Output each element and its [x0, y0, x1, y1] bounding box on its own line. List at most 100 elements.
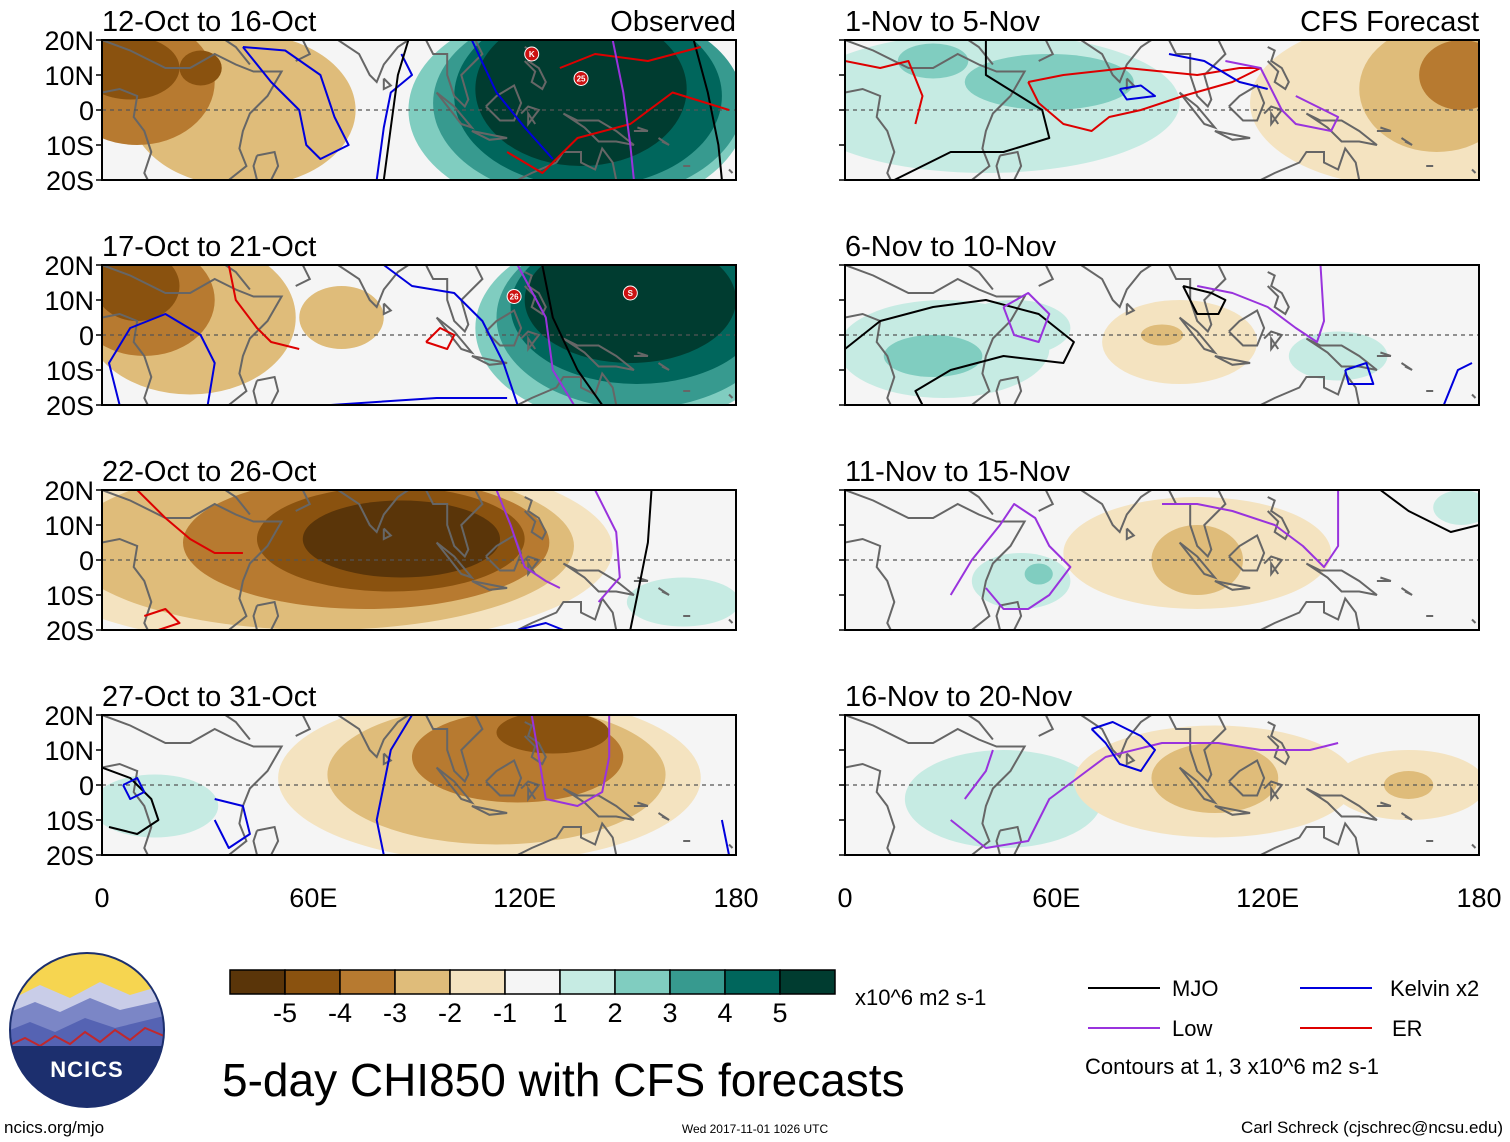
kel-contour — [1090, 721, 1156, 772]
kel-contour — [213, 798, 251, 849]
coastline — [1228, 534, 1266, 572]
coastline — [337, 490, 409, 534]
coastline — [102, 490, 284, 630]
coastline — [224, 40, 251, 66]
coastline — [1228, 84, 1266, 122]
panel-period-title: 1-Nov to 5-Nov — [845, 6, 1041, 38]
cyclone-marker: K — [524, 46, 540, 62]
coastline — [252, 600, 280, 630]
colorbar-swatch — [394, 969, 451, 995]
x-tick-label: 120E — [493, 883, 556, 913]
x-tick-label: 0 — [94, 883, 109, 913]
y-tick-label: 20N — [44, 701, 94, 731]
colorbar-swatch — [559, 969, 616, 995]
coastline — [515, 821, 618, 855]
coastline — [515, 596, 618, 630]
colorbar-swatch — [284, 969, 341, 995]
coastlines — [102, 40, 734, 180]
coastline — [435, 766, 475, 805]
low-contour — [949, 503, 1072, 610]
mjo-contour — [1379, 490, 1479, 533]
er-contour — [559, 46, 702, 69]
coastline — [1376, 351, 1392, 357]
coastline — [1258, 821, 1361, 855]
coastline — [295, 265, 312, 287]
coastline — [845, 265, 1027, 405]
colorbar-swatch — [504, 969, 561, 995]
colorbar-swatch — [669, 969, 726, 995]
coastline — [1178, 766, 1218, 805]
coastline — [471, 805, 508, 816]
colorbar-label: -2 — [438, 998, 462, 1028]
colorbar-swatch — [779, 969, 836, 995]
coastline — [224, 490, 251, 516]
coastline — [102, 40, 284, 180]
anomaly-blob — [524, 265, 736, 363]
coastline — [1305, 562, 1378, 596]
low-contour — [1225, 60, 1340, 132]
legend-low-label: Low — [1172, 1016, 1212, 1041]
coastlines — [845, 490, 1477, 630]
colorbar-swatch — [724, 969, 781, 995]
y-tick-label: 0 — [79, 771, 94, 801]
coastline — [102, 762, 153, 855]
coastline — [728, 168, 734, 174]
panel-period-title: 17-Oct to 21-Oct — [102, 231, 316, 263]
coastline — [845, 537, 896, 630]
coastline — [1228, 309, 1266, 347]
y-tick-label: 10N — [44, 736, 94, 766]
coastline — [520, 555, 541, 577]
coastline — [562, 337, 635, 371]
legend-er-label: ER — [1392, 1016, 1423, 1041]
coastline — [845, 715, 1027, 855]
coastline — [1376, 801, 1392, 807]
anomaly-blob — [102, 774, 219, 838]
coastlines — [845, 265, 1477, 405]
anomaly-blob — [897, 43, 969, 79]
mjo-contour — [893, 40, 1051, 180]
footer-url[interactable]: ncics.org/mjo — [4, 1118, 104, 1137]
anomaly-blob — [957, 300, 1071, 356]
er-contour — [136, 490, 243, 554]
coastline — [1125, 302, 1136, 316]
panel-period-title: 16-Nov to 20-Nov — [845, 681, 1073, 713]
coastline — [1168, 265, 1227, 334]
coastline — [1376, 126, 1392, 132]
coastline — [1266, 496, 1290, 541]
legend-kelvin-label: Kelvin x2 — [1390, 976, 1479, 1001]
units-label: x10^6 m2 s-1 — [855, 985, 986, 1010]
low-contour — [611, 40, 635, 180]
coastline — [102, 715, 284, 855]
colorbar-label: -5 — [273, 998, 297, 1028]
footer-author: Carl Schreck (cjschrec@ncsu.edu) — [1241, 1118, 1503, 1137]
coastline — [102, 537, 153, 630]
coastline — [1214, 130, 1251, 141]
y-tick-label: 20S — [46, 391, 94, 421]
low-contour — [530, 715, 611, 807]
coastline — [337, 265, 409, 309]
anomaly-blob — [102, 40, 180, 100]
coastlines — [845, 715, 1477, 855]
colorbar-swatch — [229, 969, 286, 995]
low-contour — [950, 742, 1339, 849]
coastline — [1263, 330, 1284, 352]
wave-contours — [845, 265, 1473, 405]
coastline — [995, 600, 1023, 630]
coastline — [295, 40, 312, 62]
y-tick-label: 20S — [46, 841, 94, 871]
coastline — [1214, 355, 1251, 366]
coastline — [657, 362, 670, 371]
coastline — [1376, 576, 1392, 582]
coastline — [1080, 715, 1152, 759]
coastline — [1305, 337, 1378, 371]
coastline — [523, 496, 547, 541]
x-tick-label: 0 — [837, 883, 852, 913]
coastline — [425, 40, 484, 109]
y-tick-label: 10S — [46, 581, 94, 611]
coastline — [995, 825, 1023, 855]
colorbar-label: 4 — [717, 998, 732, 1028]
coastline — [1214, 580, 1251, 591]
coastline — [382, 527, 393, 541]
coastline — [382, 77, 393, 91]
